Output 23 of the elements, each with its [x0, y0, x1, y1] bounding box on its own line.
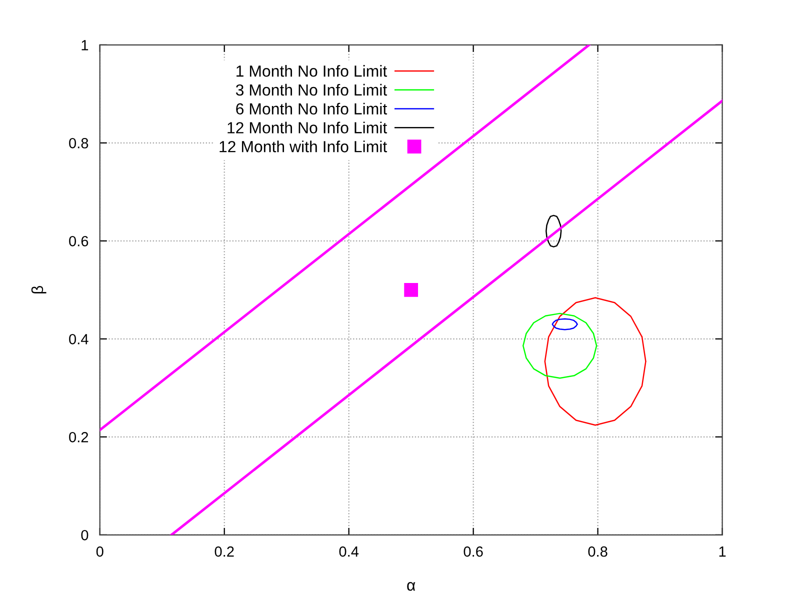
legend-label: 12 Month with Info Limit — [220, 140, 388, 152]
y-tick-label: 1 — [82, 40, 88, 50]
x-tick-label: 0.6 — [464, 546, 483, 557]
y-tick-label: 0 — [81, 530, 88, 540]
x-tick-label: 0.4 — [339, 546, 359, 557]
x-tick-label: 1 — [719, 546, 726, 557]
y-tick-label: 0.2 — [69, 432, 88, 442]
y-tick-label: 0.6 — [69, 236, 88, 246]
line-series — [522, 312, 598, 379]
y-tick-label: 0.4 — [69, 334, 88, 344]
x-tick-label: 0.8 — [588, 546, 608, 557]
y-axis-title: β — [31, 286, 46, 294]
legend-label: 3 Month No Info Limit — [236, 84, 388, 96]
legend-label: 12 Month No Info Limit — [228, 122, 388, 134]
x-axis-title: α — [407, 582, 416, 591]
line-series — [544, 297, 646, 426]
line-series — [552, 318, 578, 330]
x-tick-label: 0 — [96, 546, 104, 557]
legend-label: 1 Month No Info Limit — [236, 65, 388, 77]
line-series — [546, 214, 562, 248]
x-tick-label: 0.2 — [214, 546, 234, 557]
legend-label: 6 Month No Info Limit — [236, 102, 388, 115]
y-tick-label: 0.8 — [69, 138, 88, 148]
